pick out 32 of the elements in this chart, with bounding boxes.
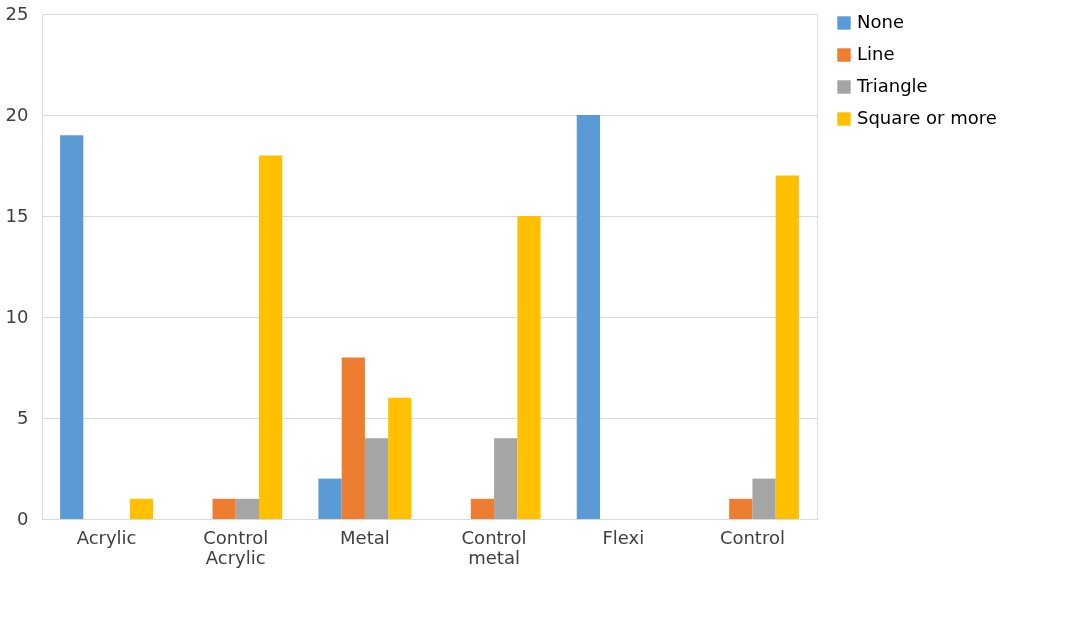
y-tick-label: 5 [17, 406, 29, 428]
x-tick-label: Control [719, 526, 785, 548]
legend-label: Triangle [856, 75, 928, 96]
bar [212, 498, 236, 519]
x-tick-label: Control Acrylic [203, 526, 269, 568]
bar [235, 498, 259, 519]
bar [494, 438, 518, 519]
bar [729, 498, 753, 519]
y-tick-label: 0 [17, 507, 29, 529]
y-tick-label: 25 [5, 2, 29, 24]
bar [341, 357, 365, 519]
bar [318, 478, 342, 519]
bar [470, 498, 495, 519]
bar [259, 155, 283, 519]
y-tick-label: 15 [5, 204, 29, 226]
bar [388, 397, 412, 519]
bar [60, 135, 84, 519]
bar [775, 175, 799, 519]
x-tick-label: Acrylic [76, 526, 137, 548]
legend-label: None [857, 11, 904, 32]
legend-label: Line [857, 43, 895, 64]
x-tick-label: Metal [340, 526, 390, 548]
y-tick-label: 10 [5, 305, 29, 327]
x-tick-label: Control metal [461, 526, 527, 568]
bar [576, 115, 600, 519]
bar [752, 478, 776, 519]
bar [129, 498, 154, 519]
y-tick-label: 20 [5, 103, 29, 125]
legend-label: Square or more [857, 107, 997, 128]
bar [364, 438, 389, 519]
bar [517, 216, 541, 519]
x-tick-label: Flexi [602, 526, 645, 548]
